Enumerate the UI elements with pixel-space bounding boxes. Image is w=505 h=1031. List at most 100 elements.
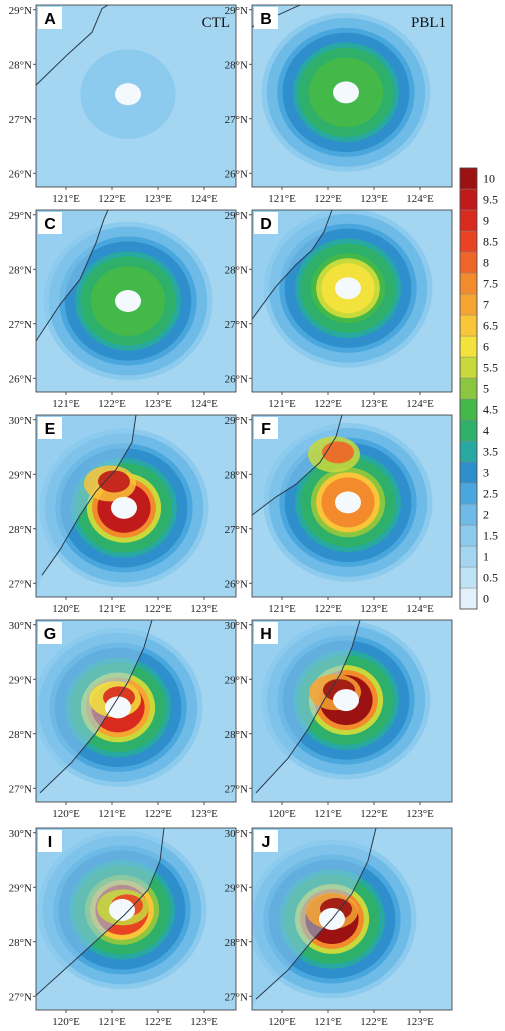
- storm-eye: [115, 290, 141, 312]
- panel-i: 30°N 29°N 28°N 27°N 120°E 121°E 122°E 123°E I: [9, 827, 237, 1028]
- y-tick-label: 30°N: [9, 620, 32, 632]
- x-tick-label: 122°E: [144, 603, 172, 615]
- colorbar-label: 6: [483, 340, 489, 354]
- y-tick-label: 28°N: [225, 264, 248, 276]
- x-tick-label: 122°E: [314, 193, 342, 205]
- coastline: [36, 828, 165, 996]
- colorbar-swatch: [459, 461, 478, 484]
- panel-letter-box: [254, 7, 278, 29]
- panel-field: [252, 415, 452, 597]
- panel-letter: G: [44, 626, 56, 643]
- x-tick-label: 120°E: [268, 1016, 296, 1028]
- panel-letter-box: [254, 417, 278, 439]
- x-tick-label: 123°E: [190, 603, 218, 615]
- coastline: [36, 210, 109, 342]
- y-tick-label: 28°N: [225, 59, 248, 71]
- storm-eye: [115, 83, 141, 106]
- colorbar-label: 0.5: [483, 571, 498, 585]
- panel-letter-box: [38, 7, 62, 29]
- storm-eye: [105, 696, 131, 719]
- x-tick-label: 121°E: [268, 603, 296, 615]
- coastline: [41, 415, 137, 576]
- panel-letter-box: [38, 212, 62, 234]
- y-tick-label: 29°N: [225, 882, 248, 894]
- y-tick-label: 27°N: [225, 783, 248, 795]
- panel-letter-box: [254, 212, 278, 234]
- y-tick-label: 28°N: [225, 469, 248, 481]
- panel-letter-box: [38, 622, 62, 644]
- colorbar-label: 2: [483, 508, 489, 522]
- y-tick-label: 30°N: [225, 620, 248, 632]
- y-tick-label: 29°N: [9, 882, 32, 894]
- x-tick-label: 122°E: [144, 1016, 172, 1028]
- x-tick-label: 124°E: [190, 193, 218, 205]
- panel-field: [36, 415, 236, 597]
- y-tick-label: 26°N: [9, 373, 32, 385]
- panel-letter-box: [38, 417, 62, 439]
- colorbar-swatch: [459, 440, 478, 463]
- panel-letter: B: [260, 11, 272, 28]
- storm-eye: [335, 491, 361, 514]
- y-tick-label: 27°N: [9, 783, 32, 795]
- colorbar-swatch: [459, 167, 478, 190]
- panel-frame: [35, 619, 237, 803]
- x-tick-label: 121°E: [314, 1016, 342, 1028]
- panel-frame: [251, 619, 453, 803]
- colorbar-label: 6.5: [483, 319, 498, 333]
- colorbar-swatch: [459, 524, 478, 547]
- y-tick-label: 29°N: [9, 5, 32, 17]
- coastline: [36, 5, 109, 86]
- x-tick-label: 124°E: [406, 193, 434, 205]
- x-tick-label: 121°E: [268, 193, 296, 205]
- colorbar-swatch: [459, 335, 478, 358]
- land-area: [36, 828, 164, 1010]
- colorbar-label: 7: [483, 298, 489, 312]
- x-tick-label: 123°E: [360, 603, 388, 615]
- panel-letter-box: [254, 830, 278, 852]
- x-tick-label: 122°E: [98, 193, 126, 205]
- panel-frame: [35, 827, 237, 1011]
- panel-letter: C: [44, 216, 56, 233]
- run-label: PBL1: [411, 15, 446, 31]
- y-tick-label: 29°N: [225, 415, 248, 427]
- panel-field: [252, 5, 452, 187]
- x-tick-label: 121°E: [98, 1016, 126, 1028]
- panel-frame: [35, 4, 237, 188]
- panels-grid: 29°N 28°N 27°N 26°N 121°E 122°E 123°E 124°E A CTL…: [9, 4, 453, 1028]
- x-tick-label: 121°E: [98, 603, 126, 615]
- y-tick-label: 29°N: [225, 210, 248, 222]
- colorbar-swatch: [459, 566, 478, 589]
- colorbar-label: 8.5: [483, 235, 498, 249]
- y-tick-label: 27°N: [225, 114, 248, 126]
- coastline: [255, 828, 377, 1000]
- land-area: [252, 620, 360, 802]
- colorbar-swatch: [459, 251, 478, 274]
- y-tick-label: 27°N: [9, 114, 32, 126]
- y-tick-label: 28°N: [9, 524, 32, 536]
- coastline: [255, 620, 361, 794]
- x-tick-label: 120°E: [52, 603, 80, 615]
- colorbar-label: 9: [483, 214, 489, 228]
- panel-field: [252, 828, 452, 1010]
- panel-letter: A: [44, 11, 56, 28]
- colorbar-label: 0: [483, 592, 489, 606]
- x-tick-label: 123°E: [360, 398, 388, 410]
- colorbar-swatch: [459, 272, 478, 295]
- x-tick-label: 123°E: [406, 1016, 434, 1028]
- storm-eye: [109, 898, 135, 921]
- panel-letter: J: [262, 834, 271, 851]
- panel-d: 29°N 28°N 27°N 26°N 121°E 122°E 123°E 124°E D: [225, 209, 453, 410]
- colorbar-label: 4.5: [483, 403, 498, 417]
- colorbar-swatch: [459, 398, 478, 421]
- x-tick-label: 123°E: [190, 808, 218, 820]
- colorbar-label: 3: [483, 466, 489, 480]
- x-tick-label: 124°E: [406, 603, 434, 615]
- y-tick-label: 28°N: [9, 937, 32, 949]
- x-tick-label: 123°E: [144, 193, 172, 205]
- x-tick-label: 123°E: [190, 1016, 218, 1028]
- colorbar-swatch: [459, 356, 478, 379]
- coastline: [39, 620, 153, 794]
- y-tick-label: 30°N: [9, 828, 32, 840]
- panel-g: 30°N 29°N 28°N 27°N 120°E 121°E 122°E 123°E G: [9, 619, 237, 820]
- x-tick-label: 122°E: [360, 808, 388, 820]
